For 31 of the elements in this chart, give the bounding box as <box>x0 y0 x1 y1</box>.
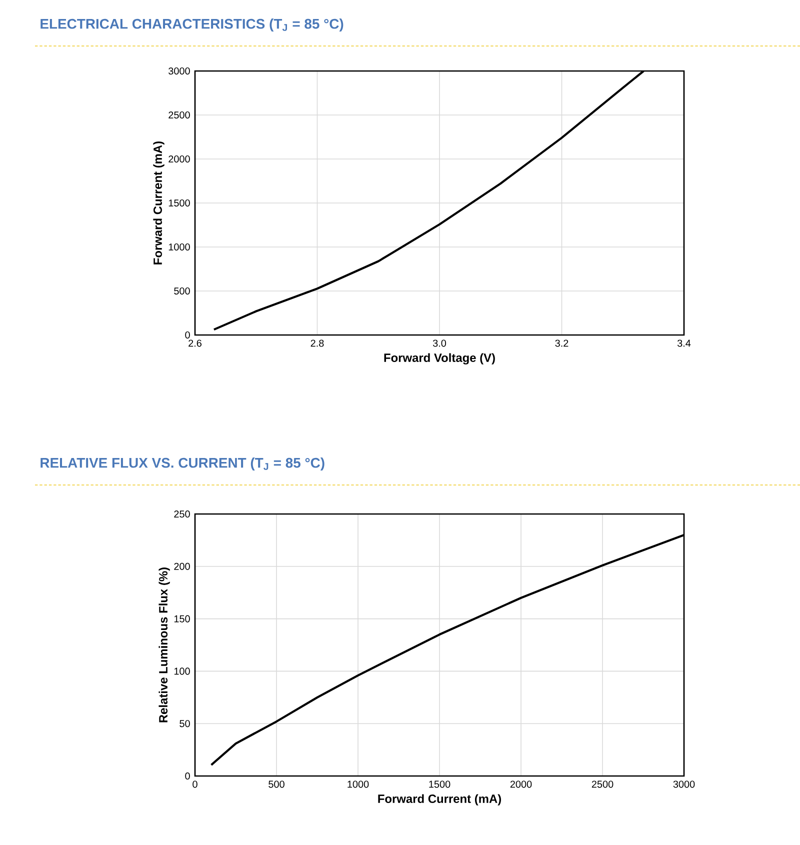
y-tick-label: 1000 <box>168 243 190 251</box>
chart-title: RELATIVE FLUX VS. CURRENT (T$_{J}$ = 85 °C) <box>40 458 324 471</box>
x-tick-label: 0 <box>192 780 198 788</box>
x-axis-title: Forward Current (mA) <box>378 794 502 806</box>
x-axis-title: Forward Voltage (V) <box>384 353 495 364</box>
x-tick-label: 1500 <box>429 780 450 788</box>
x-tick-label: 3.0 <box>432 340 446 347</box>
y-tick-label: 0 <box>185 772 190 780</box>
chart-title: ELECTRICAL CHARACTERISTICS (T$_{J}$ = 85 °C) <box>40 18 344 32</box>
x-tick-label: 3.2 <box>555 340 568 347</box>
y-tick-label: 50 <box>180 720 190 728</box>
x-tick-label: 3000 <box>673 780 695 788</box>
y-tick-label: 500 <box>174 287 190 295</box>
y-tick-label: 200 <box>174 562 190 570</box>
y-tick-label: 150 <box>174 615 190 622</box>
x-tick-label: 2500 <box>592 780 614 788</box>
x-tick-label: 1000 <box>348 780 369 788</box>
x-tick-label: 2000 <box>510 780 532 788</box>
y-axis-title: Forward Current (mA) <box>153 142 164 264</box>
y-tick-label: 0 <box>185 331 190 339</box>
x-tick-label: 2.8 <box>310 340 324 347</box>
x-tick-label: 2.6 <box>188 340 202 347</box>
y-tick-label: 1500 <box>168 199 190 207</box>
x-tick-label: 500 <box>268 780 284 788</box>
x-tick-label: 3.4 <box>677 340 691 347</box>
y-tick-label: 100 <box>174 668 190 675</box>
y-tick-label: 3000 <box>168 67 190 75</box>
y-tick-label: 250 <box>174 510 190 518</box>
y-tick-label: 2000 <box>168 155 190 163</box>
y-tick-label: 2500 <box>168 111 190 119</box>
y-axis-title: Relative Luminous Flux (%) <box>158 568 170 722</box>
